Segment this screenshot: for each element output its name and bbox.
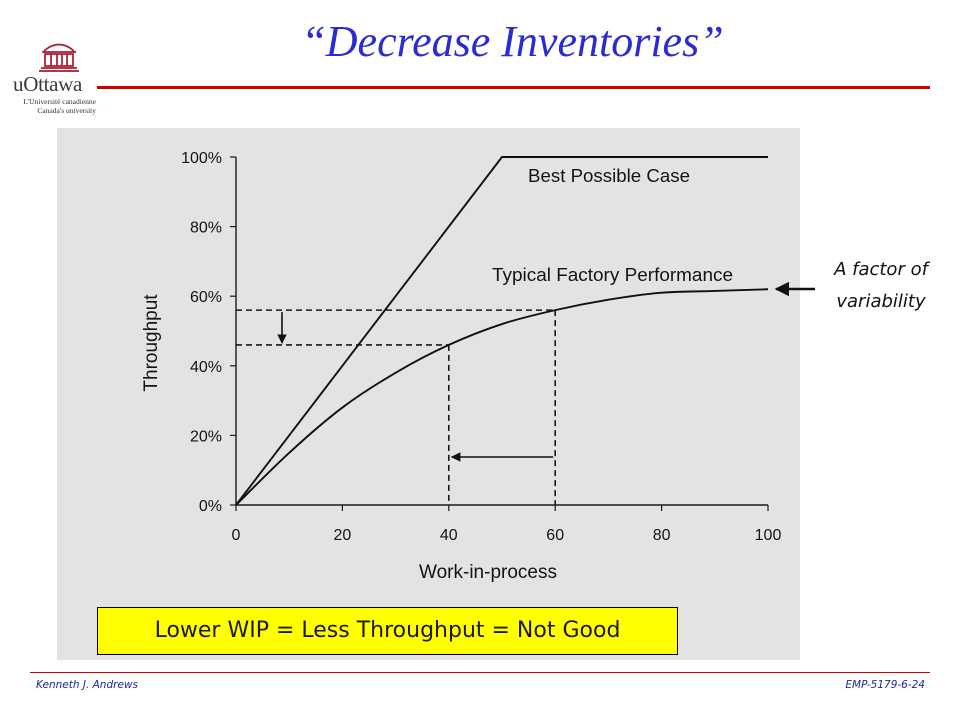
slide-title: “Decrease Inventories” bbox=[301, 17, 724, 66]
series-label-best-possible-case: Best Possible Case bbox=[528, 166, 690, 186]
series-line-best-possible-case bbox=[235, 156, 768, 506]
logo-tagline-fr: L'Université canadienne bbox=[23, 97, 96, 106]
logo-tagline-en: Canada's university bbox=[37, 106, 96, 115]
chart-plot: 0% 20% 40% 60% 80% 100% 0 20 40 60 80 100 Best Possi… bbox=[181, 150, 781, 544]
callout-line-2: variability bbox=[836, 291, 926, 312]
y-tick-label: 20% bbox=[190, 428, 222, 445]
x-axis-label: Work-in-process bbox=[419, 562, 557, 583]
footer-author: Kenneth J. Andrews bbox=[36, 679, 138, 691]
uottawa-logo: uOttawa L'Université canadienne Canada's… bbox=[10, 36, 98, 120]
callout-line-1: A factor of bbox=[834, 259, 928, 280]
university-building-icon bbox=[39, 43, 79, 72]
chart-background bbox=[57, 128, 800, 660]
series-line-typical-factory-performance bbox=[235, 288, 769, 506]
series-label-typical-factory-performance: Typical Factory Performance bbox=[492, 265, 733, 285]
x-tick-label: 80 bbox=[653, 527, 671, 544]
x-tick-label: 60 bbox=[546, 527, 564, 544]
x-tick-label: 0 bbox=[232, 527, 241, 544]
footer-rule bbox=[30, 672, 930, 673]
y-axis-label: Throughput bbox=[141, 294, 162, 392]
title-rule bbox=[97, 86, 930, 89]
logo-wordmark: uOttawa bbox=[13, 72, 83, 96]
y-tick-label: 60% bbox=[190, 289, 222, 306]
x-tick-label: 40 bbox=[440, 527, 458, 544]
x-tick-label: 100 bbox=[755, 527, 782, 544]
x-tick-label: 20 bbox=[334, 527, 352, 544]
y-tick-label: 0% bbox=[199, 498, 222, 515]
footer-slide-code: EMP-5179-6-24 bbox=[845, 679, 925, 691]
y-tick-label: 40% bbox=[190, 359, 222, 376]
y-tick-label: 100% bbox=[181, 150, 222, 167]
y-tick-label: 80% bbox=[190, 220, 222, 237]
conclusion-box: Lower WIP = Less Throughput = Not Good bbox=[97, 607, 678, 655]
variability-callout: A factor of variability bbox=[818, 254, 944, 318]
